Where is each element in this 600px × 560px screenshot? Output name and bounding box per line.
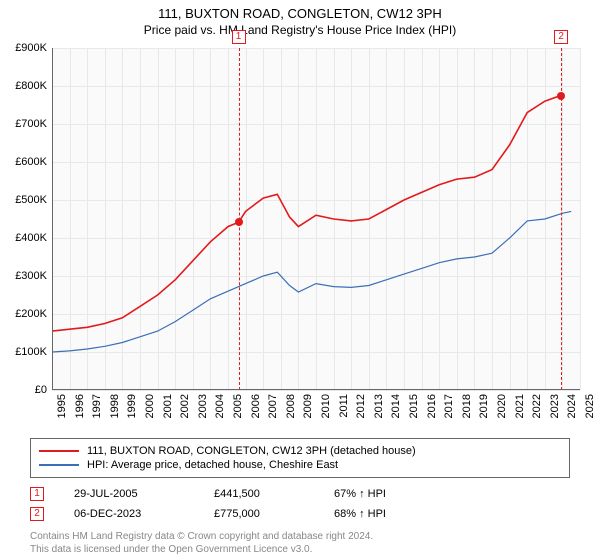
- marker-dot-1: [235, 218, 243, 226]
- x-tick-label: 2021: [514, 394, 526, 418]
- x-tick-label: 2010: [320, 394, 332, 418]
- y-tick-label: £700K: [2, 118, 47, 130]
- y-axis: [52, 48, 53, 390]
- chart-lines-svg: [52, 48, 580, 390]
- x-tick-label: 2000: [144, 394, 156, 418]
- y-tick-label: £500K: [2, 194, 47, 206]
- sale-date-2: 06-DEC-2023: [74, 508, 184, 520]
- x-tick-label: 1995: [56, 394, 68, 418]
- legend-swatch-property: [39, 450, 79, 452]
- sale-row-1: 1 29-JUL-2005 £441,500 67% ↑ HPI: [30, 484, 424, 504]
- x-tick-label: 2009: [302, 394, 314, 418]
- x-tick-label: 2008: [285, 394, 297, 418]
- marker-dot-2: [557, 92, 565, 100]
- legend-item-hpi: HPI: Average price, detached house, Ches…: [39, 458, 561, 472]
- sale-hpi-2: 68% ↑ HPI: [334, 508, 424, 520]
- marker-box-1: 1: [232, 30, 246, 44]
- x-tick-label: 2013: [373, 394, 385, 418]
- gridline-h: [52, 390, 580, 391]
- sale-marker-1: 1: [30, 487, 44, 501]
- marker-box-2: 2: [554, 30, 568, 44]
- y-tick-label: £200K: [2, 308, 47, 320]
- x-tick-label: 2024: [566, 394, 578, 418]
- y-tick-label: £600K: [2, 156, 47, 168]
- x-tick-label: 2006: [250, 394, 262, 418]
- x-tick-label: 1996: [74, 394, 86, 418]
- chart-container: 111, BUXTON ROAD, CONGLETON, CW12 3PH Pr…: [0, 0, 600, 560]
- x-tick-label: 2012: [355, 394, 367, 418]
- legend-swatch-hpi: [39, 464, 79, 465]
- x-tick-label: 2023: [549, 394, 561, 418]
- x-tick-label: 2007: [267, 394, 279, 418]
- sale-price-1: £441,500: [214, 488, 304, 500]
- x-tick-label: 2005: [232, 394, 244, 418]
- sale-row-2: 2 06-DEC-2023 £775,000 68% ↑ HPI: [30, 504, 424, 524]
- x-tick-label: 2014: [390, 394, 402, 418]
- x-tick-label: 2002: [179, 394, 191, 418]
- x-tick-label: 2018: [461, 394, 473, 418]
- x-tick-label: 2016: [426, 394, 438, 418]
- x-tick-label: 2015: [408, 394, 420, 418]
- x-tick-label: 2019: [478, 394, 490, 418]
- sale-marker-2: 2: [30, 507, 44, 521]
- legend-item-property: 111, BUXTON ROAD, CONGLETON, CW12 3PH (d…: [39, 444, 561, 458]
- x-tick-label: 2001: [162, 394, 174, 418]
- x-tick-label: 2011: [338, 394, 350, 418]
- x-tick-label: 2020: [496, 394, 508, 418]
- y-tick-label: £800K: [2, 80, 47, 92]
- footnote-line1: Contains HM Land Registry data © Crown c…: [30, 531, 373, 544]
- chart-area: 12 £0£100K£200K£300K£400K£500K£600K£700K…: [52, 48, 580, 390]
- sale-date-1: 29-JUL-2005: [74, 488, 184, 500]
- y-tick-label: £400K: [2, 232, 47, 244]
- legend-label-hpi: HPI: Average price, detached house, Ches…: [87, 459, 338, 471]
- sales-table: 1 29-JUL-2005 £441,500 67% ↑ HPI 2 06-DE…: [30, 484, 424, 524]
- y-tick-label: £300K: [2, 270, 47, 282]
- x-tick-label: 1999: [126, 394, 138, 418]
- x-tick-label: 2022: [531, 394, 543, 418]
- chart-subtitle: Price paid vs. HM Land Registry's House …: [0, 21, 600, 37]
- x-tick-label: 2003: [197, 394, 209, 418]
- x-tick-label: 1997: [91, 394, 103, 418]
- x-tick-label: 2004: [214, 394, 226, 418]
- x-axis: [52, 389, 580, 390]
- y-tick-label: £0: [2, 384, 47, 396]
- x-tick-label: 2017: [443, 394, 455, 418]
- gridline-v: [580, 48, 581, 390]
- legend: 111, BUXTON ROAD, CONGLETON, CW12 3PH (d…: [30, 438, 570, 478]
- x-tick-label: 2025: [584, 394, 596, 418]
- x-tick-label: 1998: [109, 394, 121, 418]
- sale-hpi-1: 67% ↑ HPI: [334, 488, 424, 500]
- series-line-property: [52, 94, 564, 332]
- legend-label-property: 111, BUXTON ROAD, CONGLETON, CW12 3PH (d…: [87, 445, 416, 457]
- footnote-line2: This data is licensed under the Open Gov…: [30, 544, 373, 557]
- chart-title: 111, BUXTON ROAD, CONGLETON, CW12 3PH: [0, 0, 600, 21]
- y-tick-label: £100K: [2, 346, 47, 358]
- y-tick-label: £900K: [2, 42, 47, 54]
- sale-price-2: £775,000: [214, 508, 304, 520]
- footnote: Contains HM Land Registry data © Crown c…: [30, 531, 373, 556]
- series-line-hpi: [52, 211, 571, 352]
